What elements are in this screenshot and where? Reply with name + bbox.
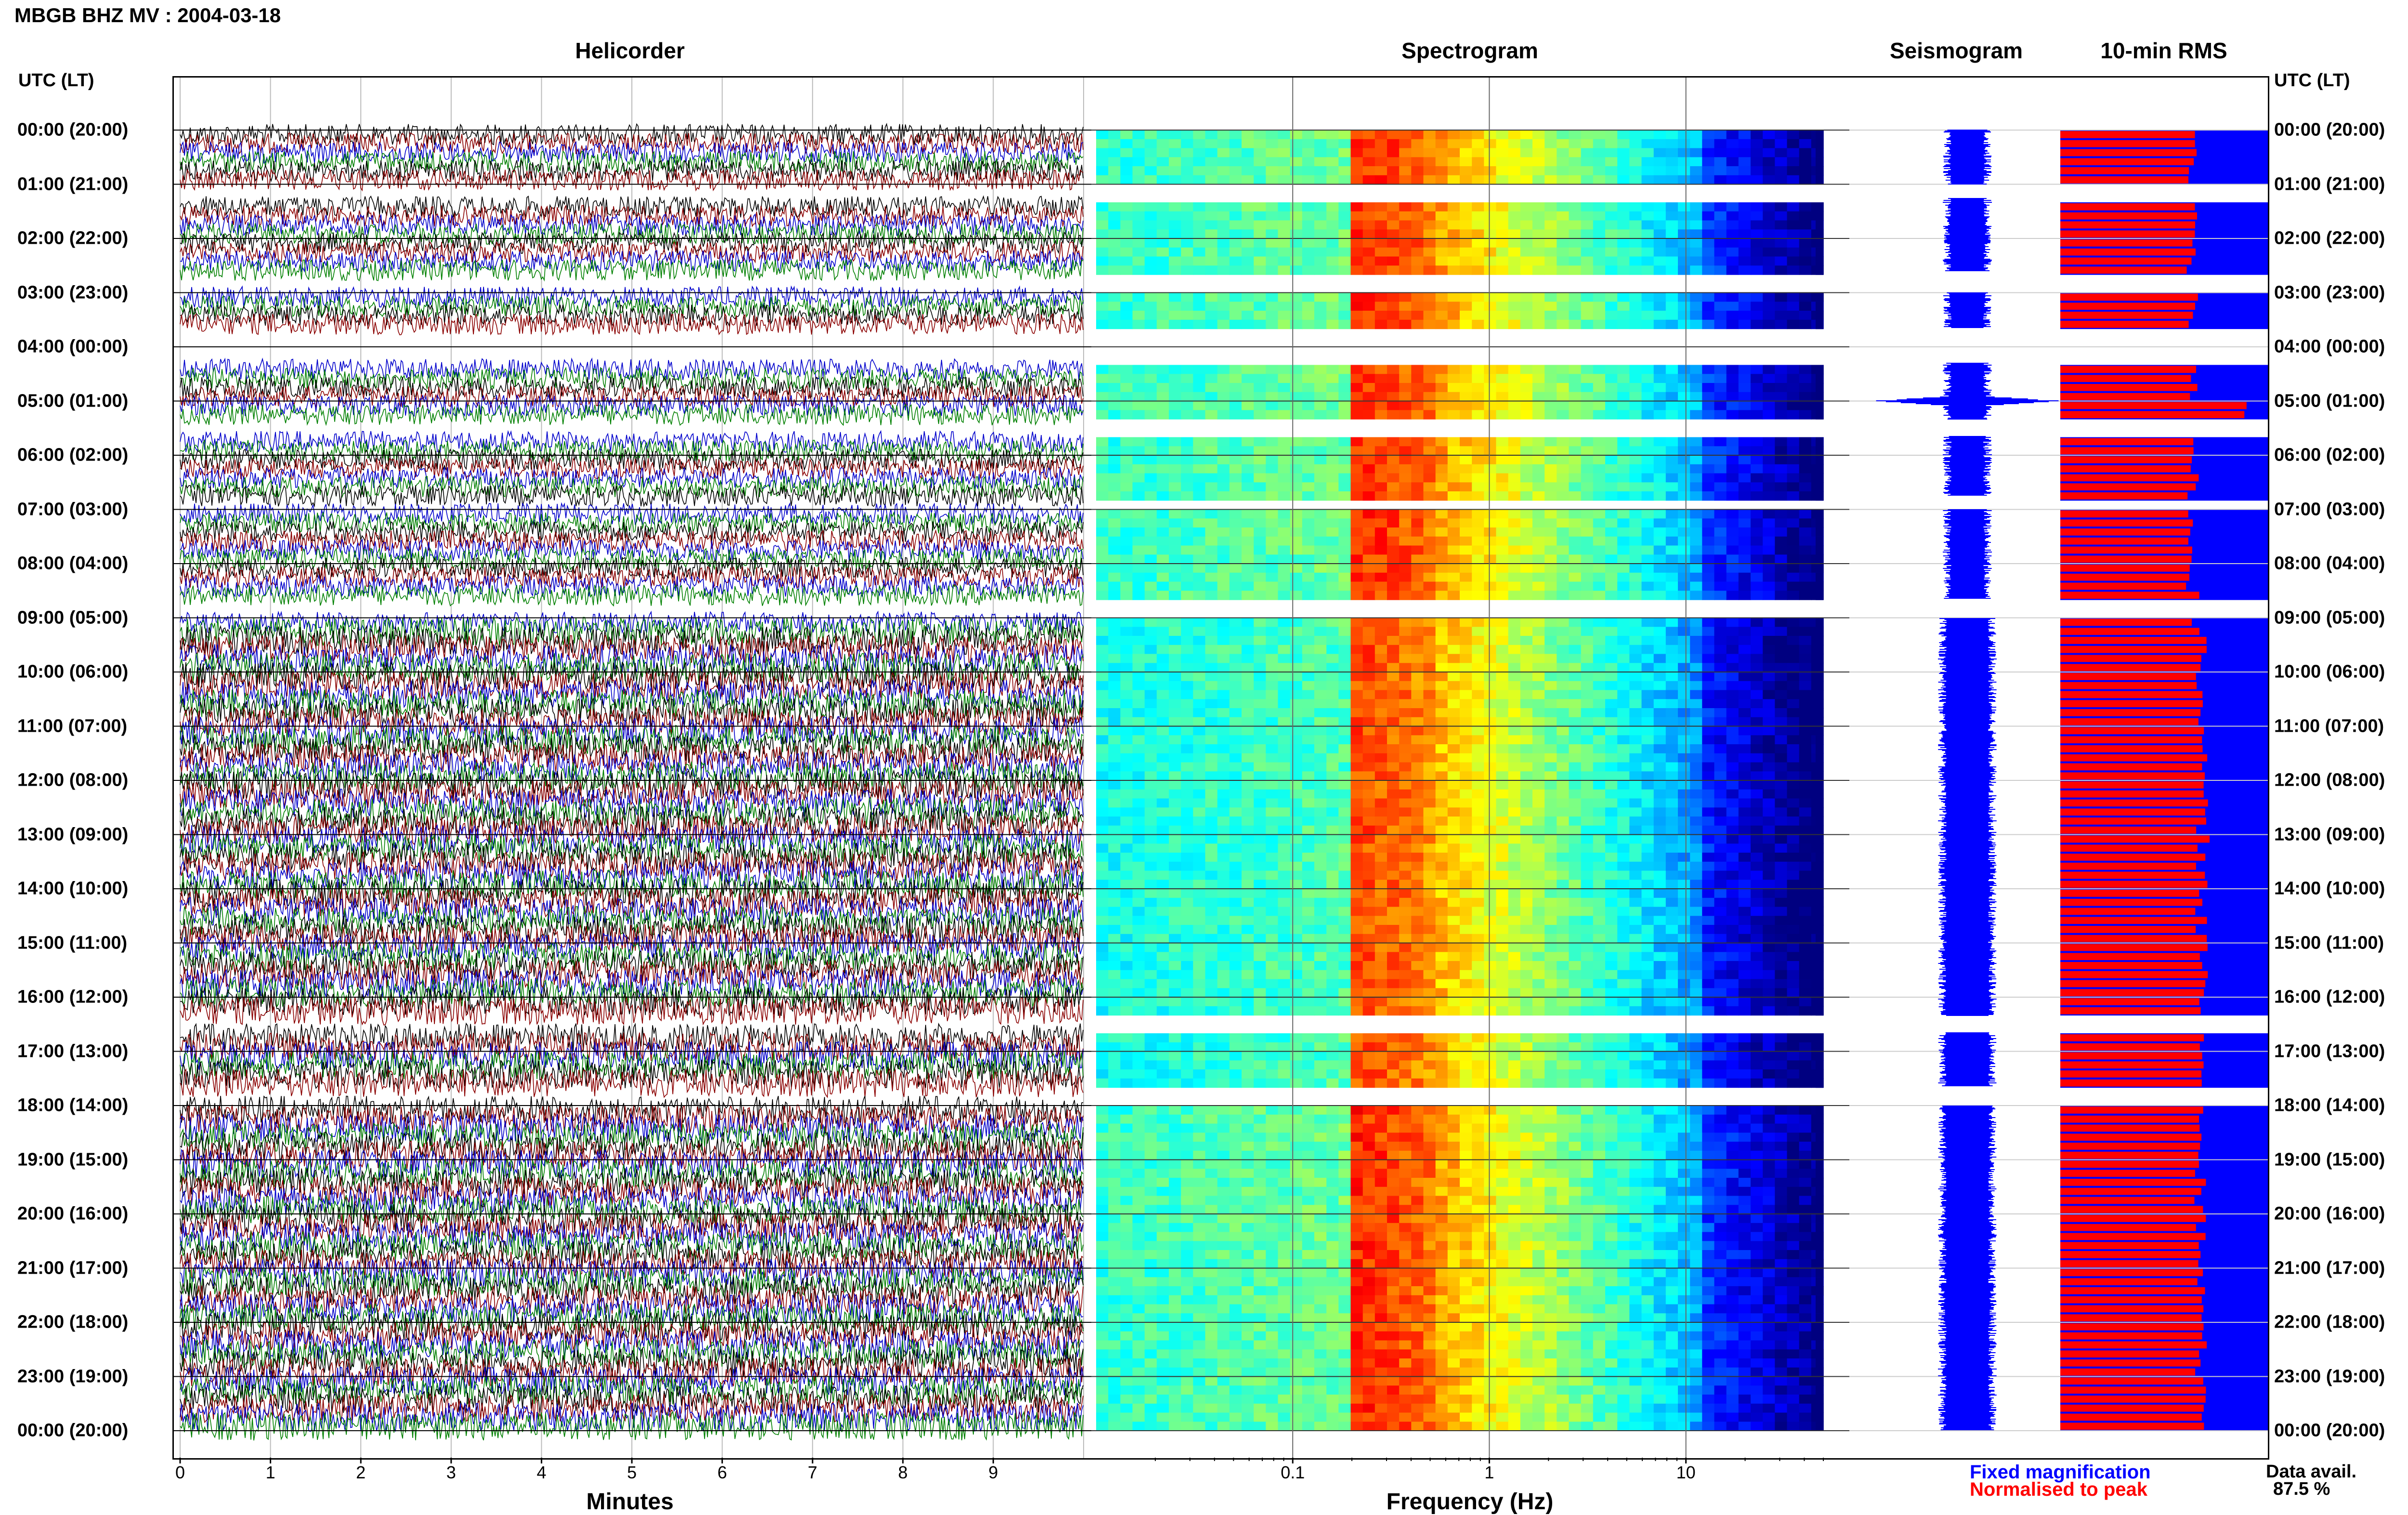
hour-label-right: 15:00 (11:00) [2274, 933, 2384, 953]
hour-label-right: 16:00 (12:00) [2274, 987, 2385, 1008]
hour-label-right: 11:00 (07:00) [2274, 716, 2384, 737]
hour-label-right: 13:00 (09:00) [2274, 824, 2385, 845]
hour-label-left: 18:00 (14:00) [17, 1095, 128, 1116]
hour-label-left: 12:00 (08:00) [17, 770, 128, 791]
hour-label-left: 10:00 (06:00) [17, 662, 128, 683]
hour-label-left: 21:00 (17:00) [17, 1258, 128, 1278]
hour-label-right: 07:00 (03:00) [2274, 499, 2385, 520]
hour-label-left: 20:00 (16:00) [17, 1204, 128, 1225]
hour-label-left: 06:00 (02:00) [17, 445, 128, 466]
hour-label-right: 00:00 (20:00) [2274, 120, 2385, 141]
utc-label-left: UTC (LT) [18, 70, 94, 91]
hour-label-left: 22:00 (18:00) [17, 1312, 128, 1333]
hour-label-left: 13:00 (09:00) [17, 824, 128, 845]
hour-label-right: 02:00 (22:00) [2274, 228, 2385, 249]
hour-label-left: 23:00 (19:00) [17, 1366, 128, 1387]
hour-label-right: 14:00 (10:00) [2274, 879, 2385, 899]
hour-label-left: 16:00 (12:00) [17, 987, 128, 1008]
hour-label-left: 00:00 (20:00) [17, 120, 128, 141]
hour-label-left: 17:00 (13:00) [17, 1041, 128, 1062]
rms-title: 10-min RMS [2100, 38, 2227, 64]
hour-label-left: 11:00 (07:00) [17, 716, 127, 737]
hour-label-left: 05:00 (01:00) [17, 391, 128, 411]
seismogram-title: Seismogram [1890, 38, 2023, 64]
hour-label-right: 20:00 (16:00) [2274, 1204, 2385, 1225]
spectrogram-title: Spectrogram [1401, 38, 1538, 64]
hour-label-left: 19:00 (15:00) [17, 1149, 128, 1170]
hour-label-left: 01:00 (21:00) [17, 174, 128, 195]
station-title: MBGB BHZ MV : 2004-03-18 [14, 4, 281, 27]
hour-label-left: 07:00 (03:00) [17, 499, 128, 520]
hour-label-left: 03:00 (23:00) [17, 282, 128, 303]
hour-label-left: 02:00 (22:00) [17, 228, 128, 249]
hour-label-right: 17:00 (13:00) [2274, 1041, 2385, 1062]
helicorder-title: Helicorder [575, 38, 685, 64]
hour-label-right: 12:00 (08:00) [2274, 770, 2385, 791]
hour-label-right: 10:00 (06:00) [2274, 662, 2385, 683]
hour-label-right: 01:00 (21:00) [2274, 174, 2385, 195]
hour-label-left: 09:00 (05:00) [17, 607, 128, 628]
hour-label-right: 19:00 (15:00) [2274, 1149, 2385, 1170]
hour-label-right: 08:00 (04:00) [2274, 553, 2385, 574]
hour-label-left: 08:00 (04:00) [17, 553, 128, 574]
hour-label-left: 14:00 (10:00) [17, 879, 128, 899]
hour-label-right: 22:00 (18:00) [2274, 1312, 2385, 1333]
hour-label-left: 00:00 (20:00) [17, 1421, 128, 1441]
hour-label-right: 21:00 (17:00) [2274, 1258, 2385, 1278]
hour-label-right: 18:00 (14:00) [2274, 1095, 2385, 1116]
hour-label-left: 04:00 (00:00) [17, 337, 128, 357]
hour-label-right: 23:00 (19:00) [2274, 1366, 2385, 1387]
hour-label-right: 05:00 (01:00) [2274, 391, 2385, 411]
hour-label-right: 04:00 (00:00) [2274, 337, 2385, 357]
hour-label-right: 06:00 (02:00) [2274, 445, 2385, 466]
hour-label-right: 00:00 (20:00) [2274, 1421, 2385, 1441]
utc-label-right: UTC (LT) [2274, 70, 2350, 91]
hour-label-left: 15:00 (11:00) [17, 933, 127, 953]
hour-label-right: 03:00 (23:00) [2274, 282, 2385, 303]
hour-label-right: 09:00 (05:00) [2274, 607, 2385, 628]
